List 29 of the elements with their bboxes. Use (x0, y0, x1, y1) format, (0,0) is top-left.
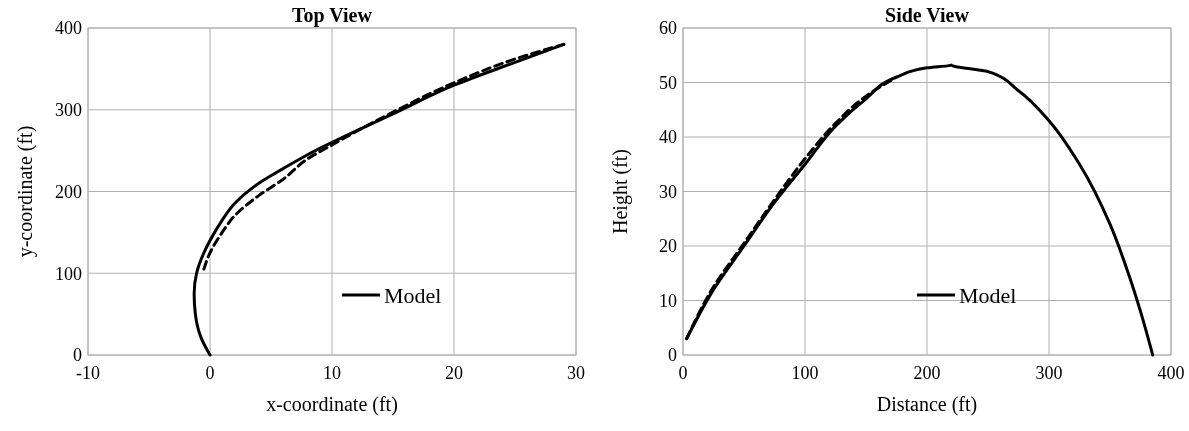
chart-title: Side View (885, 4, 970, 26)
y-tick-label: 300 (55, 100, 82, 121)
x-axis-title: x-coordinate (ft) (266, 393, 398, 416)
y-tick-label: 20 (659, 236, 677, 257)
legend-label: Model (959, 282, 1017, 308)
y-tick-label: 50 (659, 72, 677, 93)
x-axis-title: Distance (ft) (876, 393, 978, 416)
y-axis-title: Height (ft) (609, 149, 632, 234)
y-tick-label: 0 (73, 345, 82, 366)
y-tick-label: 100 (55, 263, 82, 284)
x-tick-label: 0 (205, 363, 215, 383)
y-tick-label: 30 (659, 181, 677, 202)
x-tick-label: 30 (567, 363, 585, 383)
x-tick-label: 300 (1035, 363, 1063, 383)
y-axis-title: y-coordinate (ft) (14, 125, 37, 258)
x-tick-label: 20 (445, 363, 463, 383)
x-tick-label: -10 (76, 363, 100, 383)
legend-label: Model (384, 282, 442, 308)
chart-title: Top View (292, 4, 373, 27)
y-tick-label: 400 (55, 18, 82, 39)
x-tick-label: 10 (323, 363, 341, 383)
y-tick-label: 0 (668, 345, 677, 366)
y-tick-label: 60 (659, 18, 677, 39)
x-tick-label: 200 (913, 363, 941, 383)
x-tick-label: 100 (791, 363, 819, 383)
x-tick-label: 400 (1157, 363, 1185, 383)
y-tick-label: 40 (659, 127, 677, 148)
y-tick-label: 10 (659, 290, 677, 311)
y-tick-label: 200 (55, 181, 82, 202)
